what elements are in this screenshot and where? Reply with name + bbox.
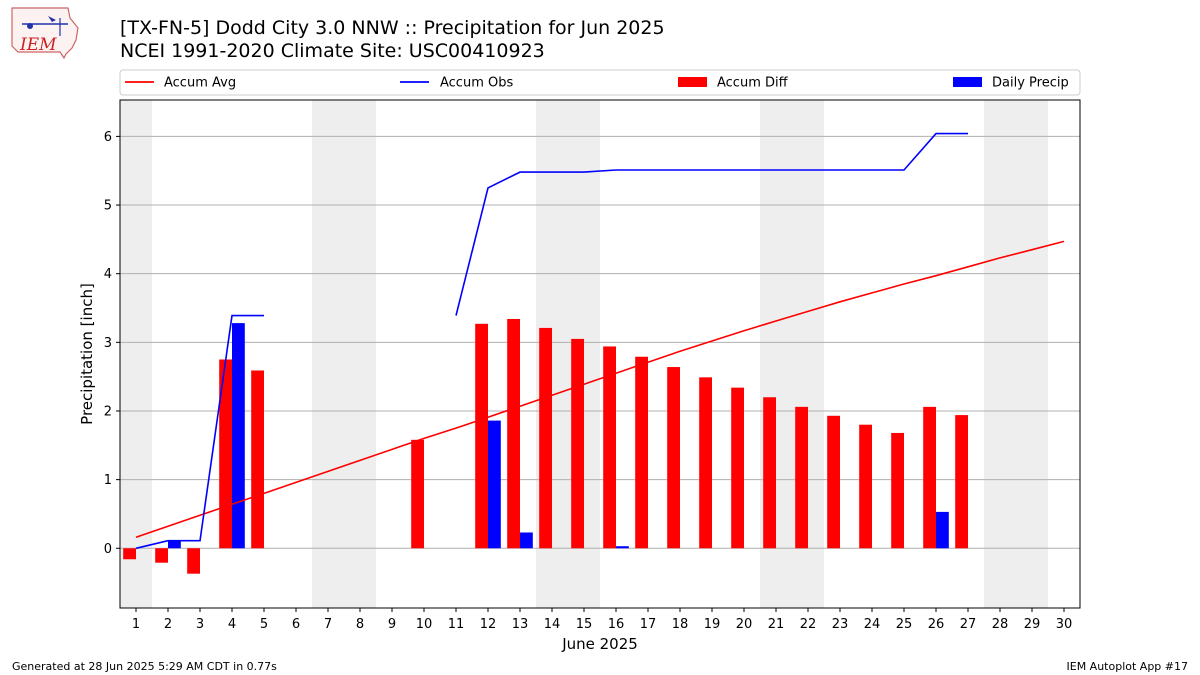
grid-lines	[120, 135, 1080, 549]
accum-diff-bar	[571, 338, 584, 549]
x-tick-label: 22	[800, 617, 817, 632]
x-tick-label: 15	[576, 617, 593, 632]
accum-diff-bar	[923, 406, 936, 549]
x-tick-label: 21	[768, 617, 785, 632]
legend-label: Accum Obs	[440, 76, 513, 91]
x-tick-label: 2	[164, 617, 172, 632]
daily-precip-bar	[520, 532, 533, 549]
line-series	[135, 132, 1065, 550]
x-tick-label: 12	[480, 617, 497, 632]
accum-diff-bar	[155, 548, 168, 563]
x-tick-label: 14	[544, 617, 561, 632]
accum-diff-bar	[731, 387, 744, 549]
x-tick-label: 10	[416, 617, 433, 632]
x-tick-label: 16	[608, 617, 625, 632]
accum-diff-bar	[827, 415, 840, 549]
x-tick-label: 11	[448, 617, 465, 632]
x-tick-label: 18	[672, 617, 689, 632]
accum-diff-bar	[411, 439, 424, 549]
logo-text: IEM	[19, 35, 57, 55]
x-tick-label: 5	[260, 617, 268, 632]
accum-diff-bar	[123, 548, 136, 560]
accum-diff-bar	[699, 377, 712, 549]
chart-title: [TX-FN-5] Dodd City 3.0 NNW :: Precipita…	[120, 17, 665, 39]
x-tick-label: 23	[832, 617, 849, 632]
x-tick-label: 30	[1056, 617, 1073, 632]
accum-diff-bar	[635, 356, 648, 549]
x-tick-label: 6	[292, 617, 300, 632]
daily-precip-bar	[168, 540, 181, 549]
accum-diff-bar	[219, 359, 232, 549]
y-tick-label: 4	[104, 267, 112, 282]
weekend-shading	[120, 100, 1048, 608]
x-tick-label: 25	[896, 617, 913, 632]
accum-diff-bar	[763, 397, 776, 549]
daily-precip-bar	[488, 420, 501, 549]
x-tick-label: 19	[704, 617, 721, 632]
accum-diff-bar	[891, 432, 904, 549]
x-tick-label: 1	[132, 617, 140, 632]
x-tick-label: 28	[992, 617, 1009, 632]
x-tick-label: 4	[228, 617, 236, 632]
accum-diff-bar	[667, 367, 680, 549]
accum-diff-bar	[603, 346, 616, 549]
bar-series	[123, 318, 968, 574]
legend-label: Daily Precip	[992, 76, 1069, 91]
accum-diff-bar	[859, 424, 872, 549]
y-tick-label: 3	[104, 336, 112, 351]
generated-timestamp: Generated at 28 Jun 2025 5:29 AM CDT in …	[12, 660, 277, 673]
y-tick-label: 6	[104, 130, 112, 145]
x-tick-label: 8	[356, 617, 364, 632]
accum-diff-bar	[187, 548, 200, 574]
legend-bar-symbol	[953, 77, 982, 87]
legend-label: Accum Diff	[717, 76, 789, 91]
accum-avg-line	[135, 240, 1065, 539]
x-axis-label: June 2025	[561, 635, 638, 653]
x-axis-ticks: 1 2 3 4 5 6 7 8 9 10 11 12 13 14 15 16 17 18 19 20 21 22 23 24 2…	[132, 608, 1072, 632]
x-tick-label: 17	[640, 617, 657, 632]
accum-diff-bar	[475, 323, 488, 549]
x-tick-label: 24	[864, 617, 881, 632]
x-tick-label: 3	[196, 617, 204, 632]
y-axis-ticks: 0 1 2 3 4 5 6	[104, 130, 120, 557]
daily-precip-bar	[936, 511, 949, 549]
x-tick-label: 29	[1024, 617, 1041, 632]
x-tick-label: 9	[388, 617, 396, 632]
x-tick-label: 13	[512, 617, 529, 632]
daily-precip-bar	[232, 323, 245, 549]
weekend-band	[984, 100, 1048, 608]
legend-bar-symbol	[678, 77, 707, 87]
iem-logo: IEM	[11, 7, 79, 60]
accum-diff-bar	[955, 415, 968, 549]
accum-diff-bar	[507, 318, 520, 549]
chart-subtitle: NCEI 1991-2020 Climate Site: USC00410923	[120, 40, 545, 62]
y-axis-label: Precipitation [inch]	[78, 283, 96, 425]
y-tick-label: 0	[104, 542, 112, 557]
accum-diff-bar	[251, 370, 264, 549]
weekend-band	[120, 100, 152, 608]
app-credit: IEM Autoplot App #17	[1066, 660, 1189, 673]
y-tick-label: 5	[104, 199, 112, 214]
weekend-band	[312, 100, 376, 608]
y-tick-label: 2	[104, 404, 112, 419]
x-tick-label: 27	[960, 617, 977, 632]
x-tick-label: 20	[736, 617, 753, 632]
legend: Accum Avg Accum Obs Accum Diff Daily Precip	[119, 69, 1081, 96]
x-tick-label: 7	[324, 617, 332, 632]
x-tick-label: 26	[928, 617, 945, 632]
legend-box	[119, 69, 1081, 96]
legend-label: Accum Avg	[164, 76, 236, 91]
accum-diff-bar	[539, 327, 552, 549]
accum-obs-line	[135, 132, 968, 550]
accum-diff-bar	[795, 406, 808, 549]
plot-frame	[119, 99, 1081, 609]
y-tick-label: 1	[104, 473, 112, 488]
daily-precip-bar	[616, 546, 629, 549]
